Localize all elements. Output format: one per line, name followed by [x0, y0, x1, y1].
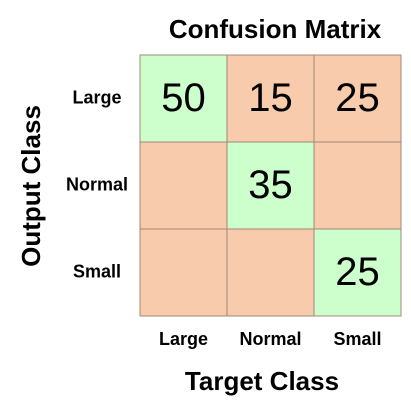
cell-value: 25 — [335, 250, 380, 294]
cell — [226, 228, 315, 317]
cell-value: 15 — [248, 76, 293, 120]
cell-value: 35 — [248, 163, 293, 207]
cell — [226, 141, 315, 230]
cell — [313, 54, 402, 143]
column-label: Large — [159, 329, 208, 349]
row-label: Large — [72, 87, 121, 107]
row-label: Small — [73, 261, 121, 281]
cell — [139, 141, 228, 230]
cell — [139, 228, 228, 317]
y-axis-label: Output Class — [16, 105, 46, 267]
cell — [226, 54, 315, 143]
cell — [313, 228, 402, 317]
chart-title: Confusion Matrix — [169, 14, 382, 44]
cell — [313, 141, 402, 230]
cell-value: 50 — [161, 76, 206, 120]
row-label: Normal — [66, 174, 128, 194]
column-label: Normal — [239, 329, 301, 349]
cell-value: 25 — [335, 76, 380, 120]
x-axis-label: Target Class — [185, 366, 339, 396]
cell — [139, 54, 228, 143]
column-label: Small — [333, 329, 381, 349]
